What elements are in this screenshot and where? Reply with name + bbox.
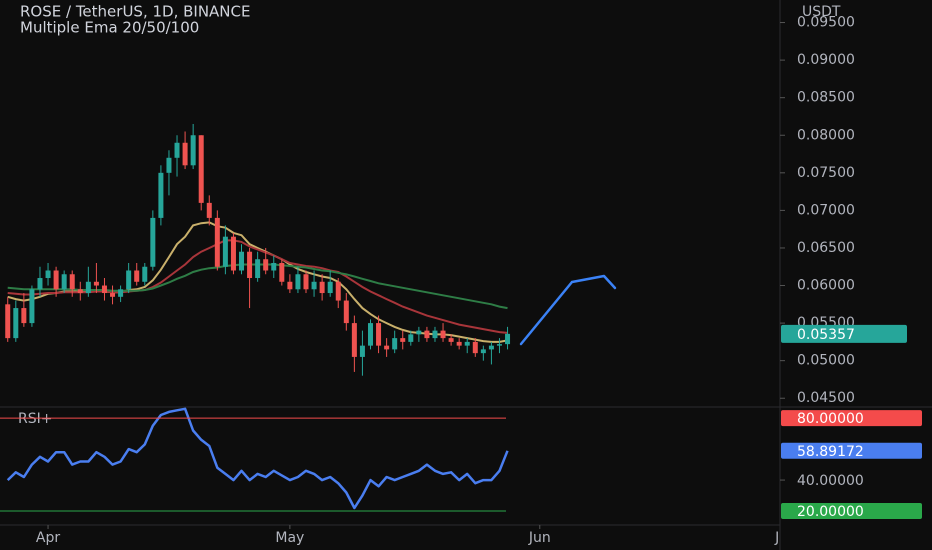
x-tick-label: Apr: [36, 530, 60, 546]
candle-body: [456, 341, 462, 346]
candle-body: [505, 333, 511, 345]
candle-body: [255, 259, 261, 279]
candle-body: [214, 217, 220, 267]
candle-body: [134, 270, 140, 282]
candle-body: [303, 274, 309, 290]
last-value-label: 58.89172: [797, 444, 864, 460]
candle-body: [400, 338, 406, 342]
indicator-name: Multiple Ema 20/50/100: [20, 19, 199, 37]
candle-body: [408, 334, 414, 342]
candle-body: [279, 262, 285, 282]
candle-body: [182, 142, 188, 166]
last-value-badge: [781, 442, 922, 459]
y-tick-label: 0.08500: [797, 90, 855, 106]
candle-body: [416, 330, 422, 335]
candle-body: [198, 135, 204, 203]
candle-body: [376, 323, 382, 346]
candle-body: [448, 338, 454, 342]
candle-body: [480, 349, 486, 354]
x-tick-label: Ju: [774, 530, 788, 546]
candle-body: [327, 281, 333, 294]
candle-body: [392, 338, 398, 350]
y-tick-label: 0.09000: [797, 52, 855, 68]
candle-body: [37, 278, 43, 290]
plot-area: [5, 123, 511, 510]
level-badge: [781, 410, 922, 427]
candle-body: [384, 345, 390, 350]
axis-unit: USDT: [802, 4, 841, 20]
y-tick-label: 40.00000: [797, 473, 864, 489]
candle-body: [263, 259, 269, 271]
candle-body: [69, 274, 75, 290]
x-tick-label: May: [275, 530, 304, 546]
candle-body: [61, 274, 67, 290]
candle-body: [5, 304, 11, 339]
candle-body: [166, 157, 172, 173]
candle-body: [158, 172, 164, 218]
y-tick-label: 0.09500: [797, 15, 855, 31]
candle-body: [174, 142, 180, 158]
candle-body: [295, 274, 301, 290]
y-tick-label: 20.00000: [797, 504, 864, 520]
rsi-line: [6, 407, 509, 510]
candle-body: [118, 289, 124, 297]
candle-body: [311, 281, 317, 290]
candle-body: [472, 341, 478, 354]
candle-body: [239, 251, 245, 271]
drawn-arrow: [519, 274, 617, 346]
candle-body: [85, 281, 91, 294]
x-tick-label: Jun: [528, 530, 551, 546]
candle-body: [206, 202, 212, 218]
last-price-label: 0.05357: [797, 327, 855, 343]
candle-body: [230, 236, 236, 271]
y-tick-label: 0.07500: [797, 165, 855, 181]
candle-body: [464, 341, 470, 346]
candle-body: [319, 281, 325, 294]
candle-body: [29, 289, 35, 324]
candle-body: [45, 270, 51, 279]
y-tick-label: 0.04500: [797, 390, 855, 406]
y-tick-label: 0.07000: [797, 202, 855, 218]
candle-body: [110, 293, 116, 297]
candle-body: [287, 281, 293, 290]
candle-body: [53, 270, 59, 290]
candle-body: [21, 308, 27, 324]
candle-body: [77, 289, 83, 294]
y-tick-label: 0.06000: [797, 278, 855, 294]
candle-body: [496, 344, 502, 346]
candle-body: [271, 262, 277, 271]
candle-body: [359, 345, 365, 357]
candle-body: [351, 323, 357, 357]
candle-body: [142, 266, 148, 282]
candle-body: [432, 330, 438, 339]
candle-body: [126, 270, 132, 290]
y-tick-label: 0.08000: [797, 127, 855, 143]
candle-body: [488, 345, 494, 350]
ema-line: [7, 239, 508, 334]
candle-body: [343, 300, 349, 324]
candle-body: [13, 308, 19, 339]
candle-body: [367, 323, 373, 346]
y-tick-label: 80.00000: [797, 411, 864, 427]
candle-body: [222, 236, 228, 267]
candle-body: [150, 217, 156, 267]
candle-body: [335, 281, 341, 301]
candle-body: [93, 281, 99, 286]
candle-body: [247, 251, 253, 279]
chart-title: ROSE / TetherUS, 1D, BINANCE: [20, 3, 250, 21]
y-tick-label: 0.06500: [797, 240, 855, 256]
last-price-badge: [781, 324, 907, 343]
candle-body: [424, 330, 430, 339]
candle-body: [440, 330, 446, 339]
candle-body: [101, 285, 107, 294]
rsi-title: RSI+: [18, 411, 52, 427]
candle-body: [190, 135, 196, 166]
y-tick-label: 0.05000: [797, 353, 855, 369]
level-badge: [781, 503, 922, 520]
